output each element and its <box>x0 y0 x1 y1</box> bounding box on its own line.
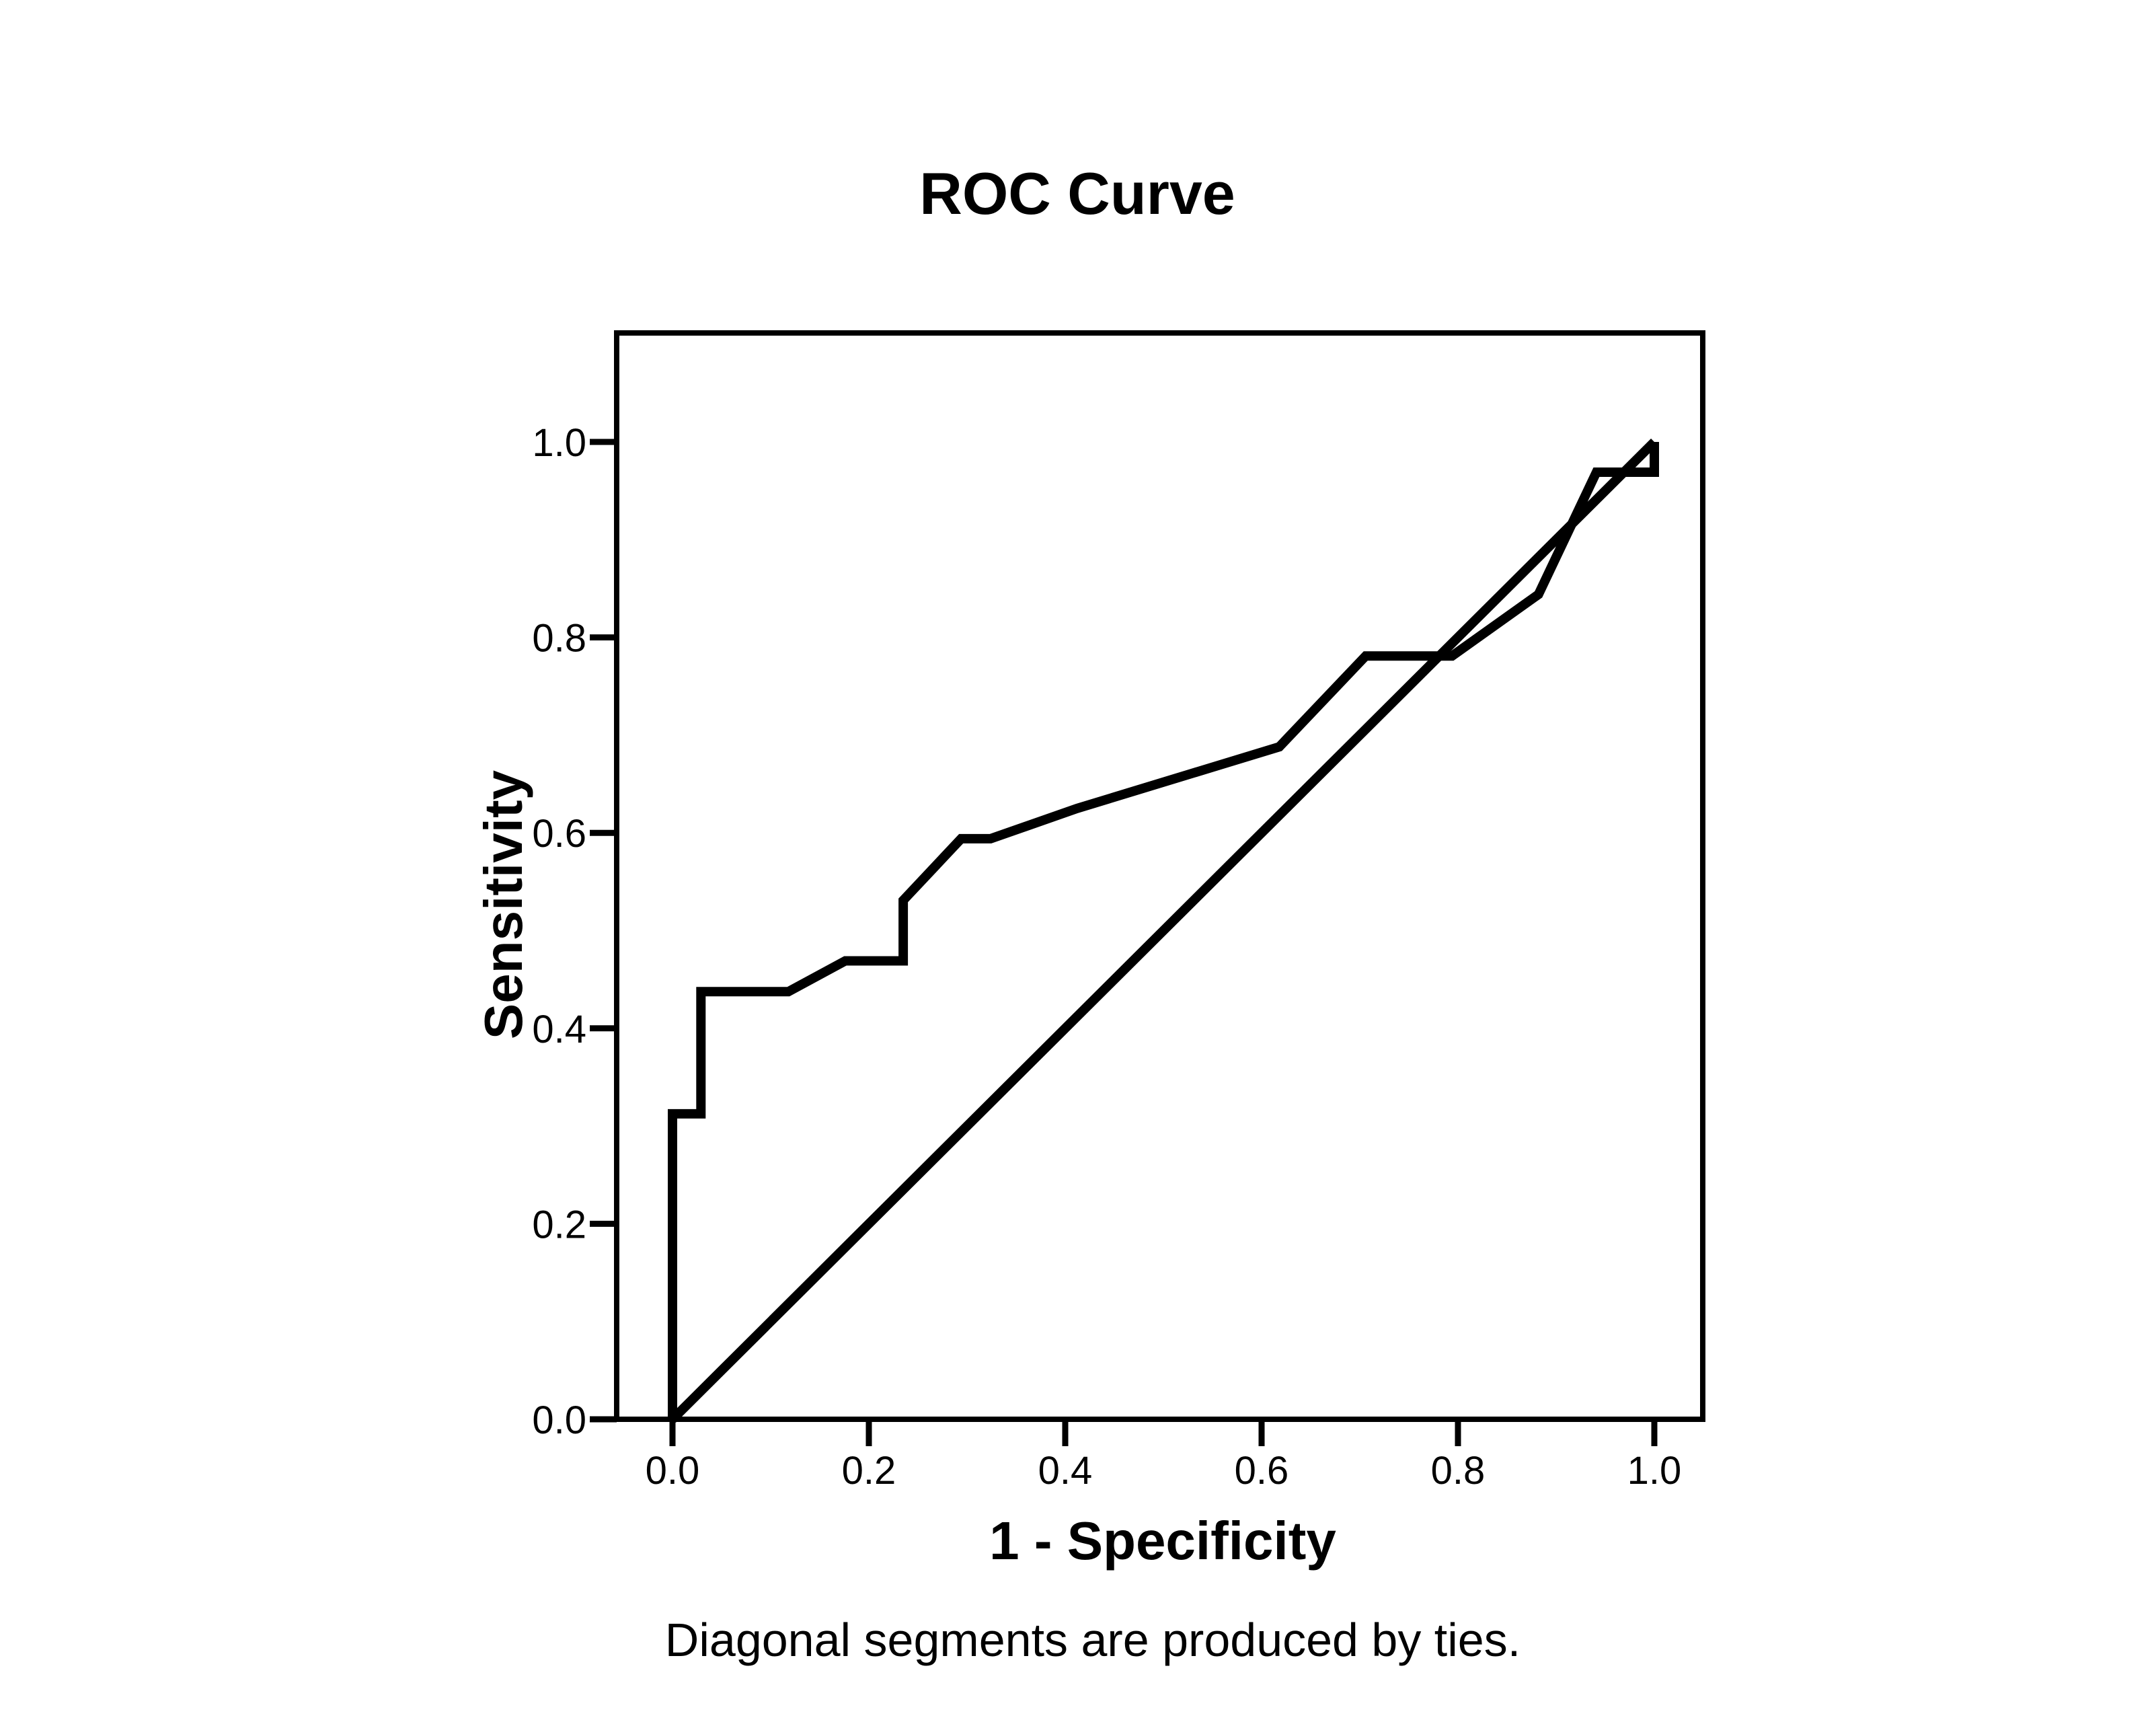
x-axis-label: 1 - Specificity <box>989 1511 1336 1571</box>
x-tick-label: 0.8 <box>1431 1449 1486 1493</box>
y-axis-tick-labels: 0.0 0.2 0.4 0.6 0.8 1.0 <box>532 421 586 1442</box>
x-tick-label: 0.0 <box>646 1449 700 1493</box>
y-axis-ticks <box>590 439 617 1423</box>
roc-curve-line <box>668 442 1659 1419</box>
x-tick-label: 0.2 <box>842 1449 896 1493</box>
x-tick-label: 0.4 <box>1038 1449 1093 1493</box>
y-axis-label: Sensitivity <box>473 770 533 1039</box>
y-tick-label: 0.2 <box>532 1203 586 1246</box>
y-tick-label: 0.4 <box>532 1008 586 1051</box>
chart-title: ROC Curve <box>919 160 1235 227</box>
y-tick-label: 0.6 <box>532 812 586 856</box>
x-tick-label: 0.6 <box>1235 1449 1289 1493</box>
chart-caption: Diagonal segments are produced by ties. <box>665 1614 1520 1666</box>
y-tick-label: 0.0 <box>532 1398 586 1442</box>
plot-frame <box>614 330 1705 1422</box>
y-tick-label: 0.8 <box>532 617 586 661</box>
reference-diagonal-line <box>669 439 1658 1423</box>
x-axis-ticks <box>669 1419 1658 1446</box>
x-tick-label: 1.0 <box>1627 1449 1682 1493</box>
y-tick-label: 1.0 <box>532 421 586 465</box>
x-axis-tick-labels: 0.0 0.2 0.4 0.6 0.8 1.0 <box>646 1449 1682 1493</box>
